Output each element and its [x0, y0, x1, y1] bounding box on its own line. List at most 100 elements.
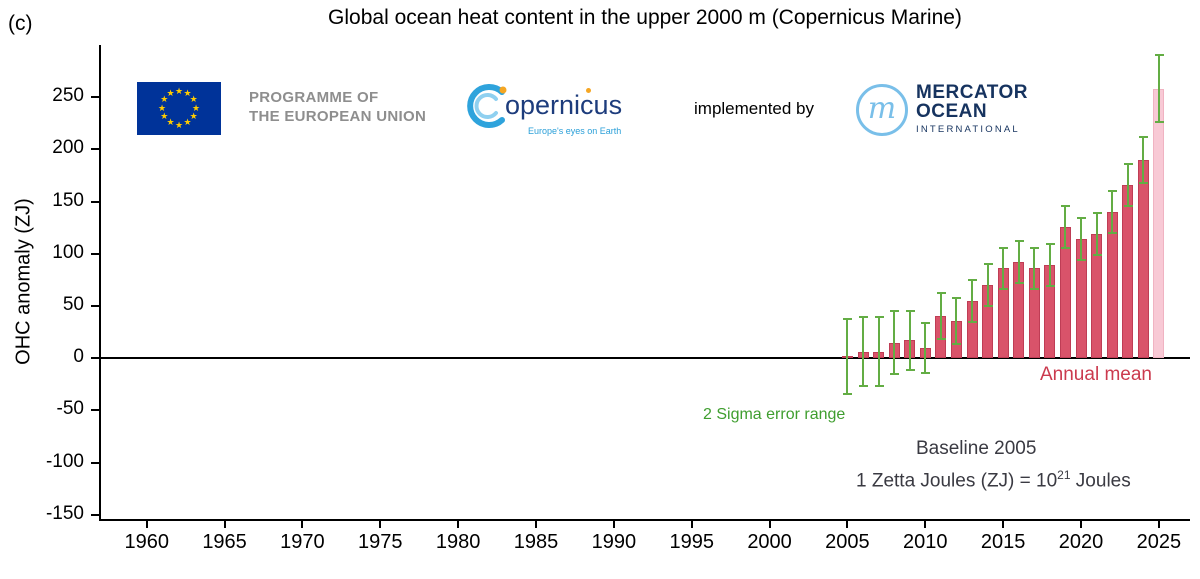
- error-cap-top-2007: [874, 316, 884, 319]
- y-tick-label: 250: [52, 85, 84, 107]
- x-axis-line: [99, 519, 1190, 521]
- error-cap-bottom-2020: [1077, 259, 1086, 262]
- error-bar-2019: [1064, 205, 1067, 248]
- y-tick: [91, 200, 99, 203]
- eu-star-icon: ★: [160, 111, 169, 121]
- x-tick: [1002, 520, 1005, 528]
- error-cap-bottom-2009: [905, 368, 915, 371]
- copernicus-wordmark: opernicus: [505, 90, 623, 120]
- x-tick: [1157, 520, 1160, 528]
- y-tick: [91, 513, 99, 516]
- error-bar-2010: [924, 322, 927, 373]
- y-tick: [91, 252, 99, 255]
- x-tick: [690, 520, 693, 528]
- y-axis-line: [99, 45, 101, 520]
- x-tick-label: 2020: [1058, 531, 1104, 553]
- y-tick-label: -150: [45, 502, 84, 524]
- note-baseline: Baseline 2005: [916, 438, 1037, 459]
- error-cap-bottom-2013: [968, 320, 977, 323]
- error-bar-2016: [1017, 241, 1020, 283]
- x-tick: [924, 520, 927, 528]
- eu-star-icon: ★: [174, 119, 184, 130]
- error-cap-bottom-2010: [921, 371, 931, 374]
- x-tick: [535, 520, 537, 528]
- error-cap-top-2005: [843, 317, 853, 320]
- y-tick-label: 100: [52, 241, 84, 263]
- error-bar-2007: [877, 317, 880, 387]
- x-tick: [768, 520, 771, 528]
- error-cap-bottom-2015: [999, 288, 1009, 291]
- eu-star-icon: ★: [166, 117, 175, 128]
- x-tick-label: 1975: [358, 531, 403, 553]
- x-tick-label: 2025: [1136, 531, 1182, 553]
- copernicus-c-icon: [467, 84, 507, 128]
- error-bar-2014: [986, 264, 989, 306]
- bar-2022: [1106, 212, 1118, 359]
- x-tick-label: 2005: [825, 531, 870, 553]
- error-bar-2023: [1126, 164, 1129, 206]
- error-cap-top-2023: [1123, 163, 1133, 165]
- chart-title: Global ocean heat content in the upper 2…: [328, 6, 962, 29]
- error-cap-top-2014: [983, 263, 993, 266]
- x-tick: [301, 520, 304, 528]
- eu-star-icon: ★: [189, 94, 198, 104]
- error-bar-2022: [1111, 191, 1114, 233]
- eu-star-icon: ★: [183, 87, 192, 98]
- eu-star-icon: ★: [160, 94, 169, 104]
- error-cap-top-2012: [952, 296, 962, 299]
- x-tick-label: 1960: [124, 531, 169, 553]
- error-cap-bottom-2022: [1108, 231, 1118, 234]
- y-tick: [91, 96, 99, 99]
- y-tick: [91, 357, 99, 360]
- error-cap-bottom-2012: [952, 342, 962, 345]
- y-tick-label: 50: [62, 293, 84, 315]
- copernicus-tagline: Europe's eyes on Earth: [528, 126, 622, 136]
- y-axis-label: OHC anomaly (ZJ): [12, 198, 35, 365]
- error-bar-2017: [1033, 247, 1036, 290]
- legend-annual-mean: Annual mean: [1040, 364, 1152, 385]
- error-cap-bottom-2023: [1123, 204, 1133, 207]
- error-bar-2011: [939, 293, 942, 340]
- legend-sigma-range: 2 Sigma error range: [703, 406, 846, 423]
- error-cap-top-2024: [1139, 135, 1149, 138]
- zetta-prefix: 1 Zetta Joules (ZJ) = 10: [856, 470, 1058, 492]
- y-tick: [91, 409, 99, 412]
- eu-star-icon: ★: [166, 87, 175, 98]
- y-tick-label: 150: [52, 189, 84, 211]
- note-zetta-joules: 1 Zetta Joules (ZJ) = 1021 Joules: [856, 468, 1131, 492]
- y-tick-label: -50: [56, 398, 84, 420]
- x-tick-label: 2000: [747, 531, 792, 553]
- error-cap-bottom-2006: [859, 385, 868, 388]
- copernicus-satellite-dot-icon: [586, 88, 591, 93]
- error-cap-top-2013: [968, 278, 977, 281]
- error-cap-top-2022: [1108, 190, 1118, 193]
- error-cap-top-2020: [1077, 217, 1086, 220]
- y-tick: [91, 461, 99, 464]
- zetta-exponent: 21: [1057, 468, 1071, 482]
- x-tick-label: 2015: [980, 531, 1026, 553]
- x-tick: [223, 520, 226, 528]
- eu-star-icon: ★: [183, 117, 192, 128]
- error-cap-top-2025: [1154, 54, 1164, 57]
- mercator-ocean-wordmark: MERCATOR OCEAN INTERNATIONAL: [916, 83, 1028, 135]
- eu-flag-icon: [137, 82, 221, 135]
- zetta-suffix: Joules: [1070, 470, 1131, 492]
- error-cap-top-2010: [921, 321, 931, 324]
- error-cap-top-2019: [1061, 204, 1071, 207]
- error-bar-2005: [846, 318, 849, 394]
- x-tick-label: 2010: [903, 531, 948, 553]
- error-cap-top-2006: [859, 316, 868, 319]
- error-bar-2020: [1080, 218, 1082, 261]
- eu-star-icon: ★: [191, 102, 201, 113]
- error-cap-bottom-2024: [1139, 181, 1149, 184]
- x-tick-label: 1990: [591, 531, 637, 553]
- x-tick: [145, 520, 148, 528]
- error-bar-2021: [1095, 213, 1098, 255]
- error-cap-bottom-2007: [874, 385, 884, 388]
- error-cap-bottom-2005: [843, 392, 853, 395]
- error-bar-2024: [1142, 136, 1145, 183]
- eu-programme-label: PROGRAMME OF THE EUROPEAN UNION: [249, 88, 426, 126]
- mercator-ocean-icon: m: [856, 84, 908, 136]
- error-cap-bottom-2017: [1030, 288, 1040, 291]
